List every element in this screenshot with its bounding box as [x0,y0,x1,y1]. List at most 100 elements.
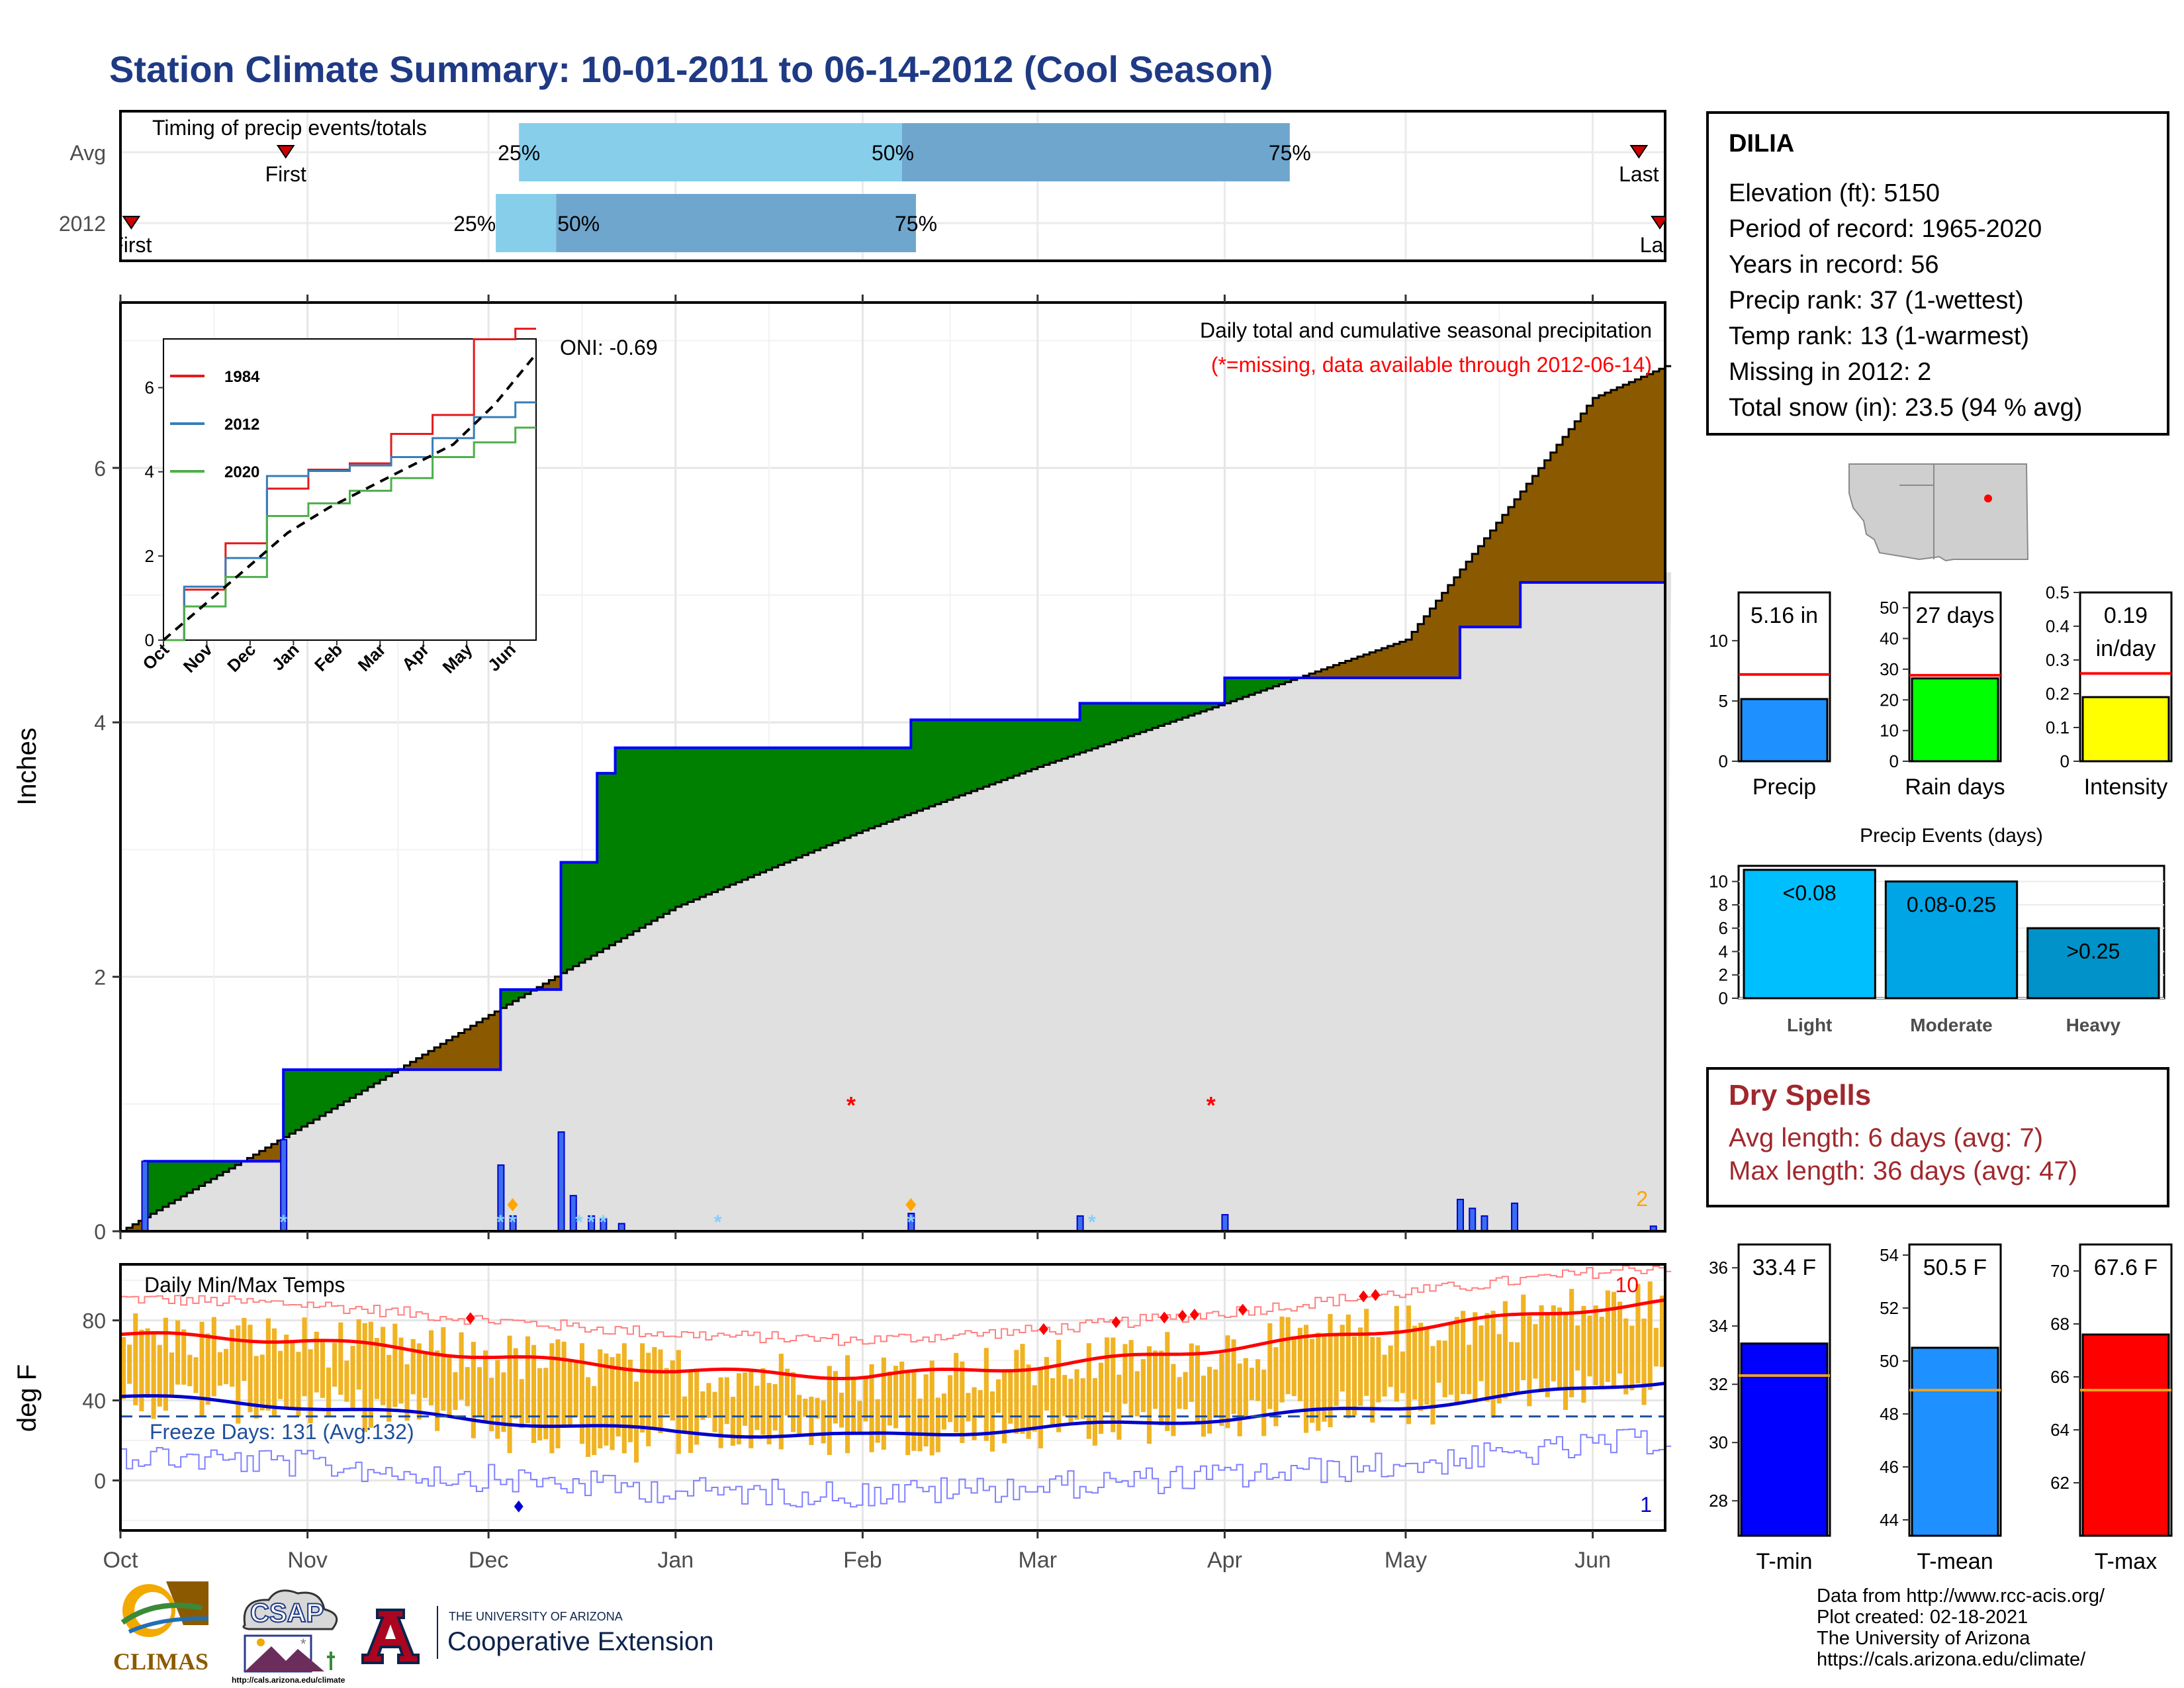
station-location-marker [1984,494,1992,502]
above-average-fill [627,747,634,935]
events-ytick-label: 2 [1719,965,1728,985]
mini-ytick-label: 0.2 [2046,684,2070,704]
daily-temp-bar [1467,1344,1472,1395]
daily-temp-bar [459,1332,464,1400]
above-average-fill [1079,703,1087,753]
record-high-marker [1189,1308,1199,1321]
above-average-fill [1188,703,1195,716]
daily-temp-bar [754,1385,760,1430]
daily-temp-bar [1002,1370,1007,1444]
above-average-fill [524,989,531,994]
temp-ytick-label: 80 [82,1309,106,1333]
below-average-fill [543,983,549,990]
freeze-days-label: Freeze Days: 131 (Avg:132) [150,1420,414,1444]
above-average-fill [651,747,658,921]
above-average-fill [1248,677,1255,695]
daily-temp-bar [724,1377,729,1425]
event-bar-label: 0.08-0.25 [1907,893,1996,917]
below-average-fill [247,1158,254,1162]
below-average-fill [259,1150,266,1162]
daily-temp-bar [1316,1333,1321,1431]
above-average-fill [210,1161,218,1179]
inset-frame [163,338,537,641]
daily-temp-bar [592,1385,597,1456]
below-average-fill [1617,387,1623,583]
daily-temp-bar [887,1371,892,1426]
below-average-fill [458,1033,465,1070]
inset-legend-label: 2020 [224,463,259,481]
above-average-fill [193,1161,200,1190]
above-average-fill [796,747,803,858]
daily-temp-bar [531,1344,537,1443]
daily-temp-bar [567,1360,572,1426]
above-average-fill [1285,677,1292,682]
daily-temp-bar [296,1352,301,1417]
daily-temp-bar [338,1322,343,1395]
daily-temp-bar [549,1343,555,1454]
below-average-fill [1405,639,1412,678]
daily-temp-bar [362,1323,367,1432]
below-average-fill [1641,377,1648,583]
daily-temp-bar [187,1354,193,1387]
above-average-fill [392,1069,398,1073]
daily-temp-bar [1479,1325,1484,1382]
average-cumulative-line [120,365,1672,1233]
below-average-fill [1629,382,1635,583]
timing-row-label: Avg [69,141,106,165]
dry-spells-max: Max length: 36 days (avg: 47) [1729,1156,2077,1186]
above-average-fill [772,747,779,868]
above-average-fill [688,747,694,902]
above-average-fill [694,747,700,900]
mini-value-label: 0.19 [2104,603,2148,628]
month-label: Jun [1574,1548,1611,1573]
above-average-fill [657,747,664,917]
daily-temp-bar [1098,1362,1104,1434]
above-average-fill [959,720,966,796]
daily-temp-bar [1177,1377,1182,1409]
mini-ytick-label: 0.1 [2046,718,2070,737]
mini-ytick-label: 0 [1889,751,1899,771]
above-average-fill [578,862,586,963]
month-label: Oct [103,1548,138,1573]
daily-temp-bar [253,1356,259,1419]
mini-ytick-label: 70 [2050,1261,2070,1281]
mini-ytick-label: 0.4 [2046,616,2070,636]
above-average-fill [1255,677,1261,693]
above-average-fill [313,1069,320,1120]
daily-temp-bar [428,1330,434,1406]
above-average-fill [1001,720,1008,780]
mini-ytick-label: 50 [1880,1351,1899,1371]
daily-temp-bar [151,1333,156,1419]
station-snow: Total snow (in): 23.5 (94 % avg) [1729,394,2083,422]
above-average-fill [886,747,893,822]
above-average-fill [681,747,688,905]
daily-temp-bar [1291,1336,1297,1397]
daily-temp-bar [1418,1323,1424,1411]
inset-series-line [163,401,536,641]
daily-temp-bar [1617,1301,1623,1374]
above-average-fill [748,747,754,878]
mini-bar [2081,696,2170,763]
above-average-fill [1146,703,1153,730]
below-average-fill [1563,437,1569,583]
below-average-fill [1490,530,1497,628]
mini-category-label: Rain days [1905,774,2005,800]
above-average-fill [947,720,954,800]
above-average-fill [742,747,749,880]
below-average-fill [1508,507,1515,628]
below-average-fill [1447,585,1455,678]
above-average-fill [1031,720,1038,769]
daily-temp-bar [350,1346,355,1411]
daily-temp-bar [537,1368,543,1441]
mini-ytick-label: 34 [1709,1316,1728,1336]
ua-logo: THE UNIVERSITY OF ARIZONA Cooperative Ex… [357,1602,754,1675]
above-average-fill [971,720,978,791]
daily-temp-bar [513,1348,518,1419]
inset-ytick-label: 6 [145,378,154,398]
temp-title: Daily Min/Max Temps [144,1273,345,1297]
timing-p50-label: 50% [557,212,600,236]
daily-temp-bar [1303,1325,1309,1433]
record-high-line [120,1265,1672,1346]
mini-ytick-label: 52 [1880,1298,1899,1318]
daily-temp-bar [435,1350,440,1431]
